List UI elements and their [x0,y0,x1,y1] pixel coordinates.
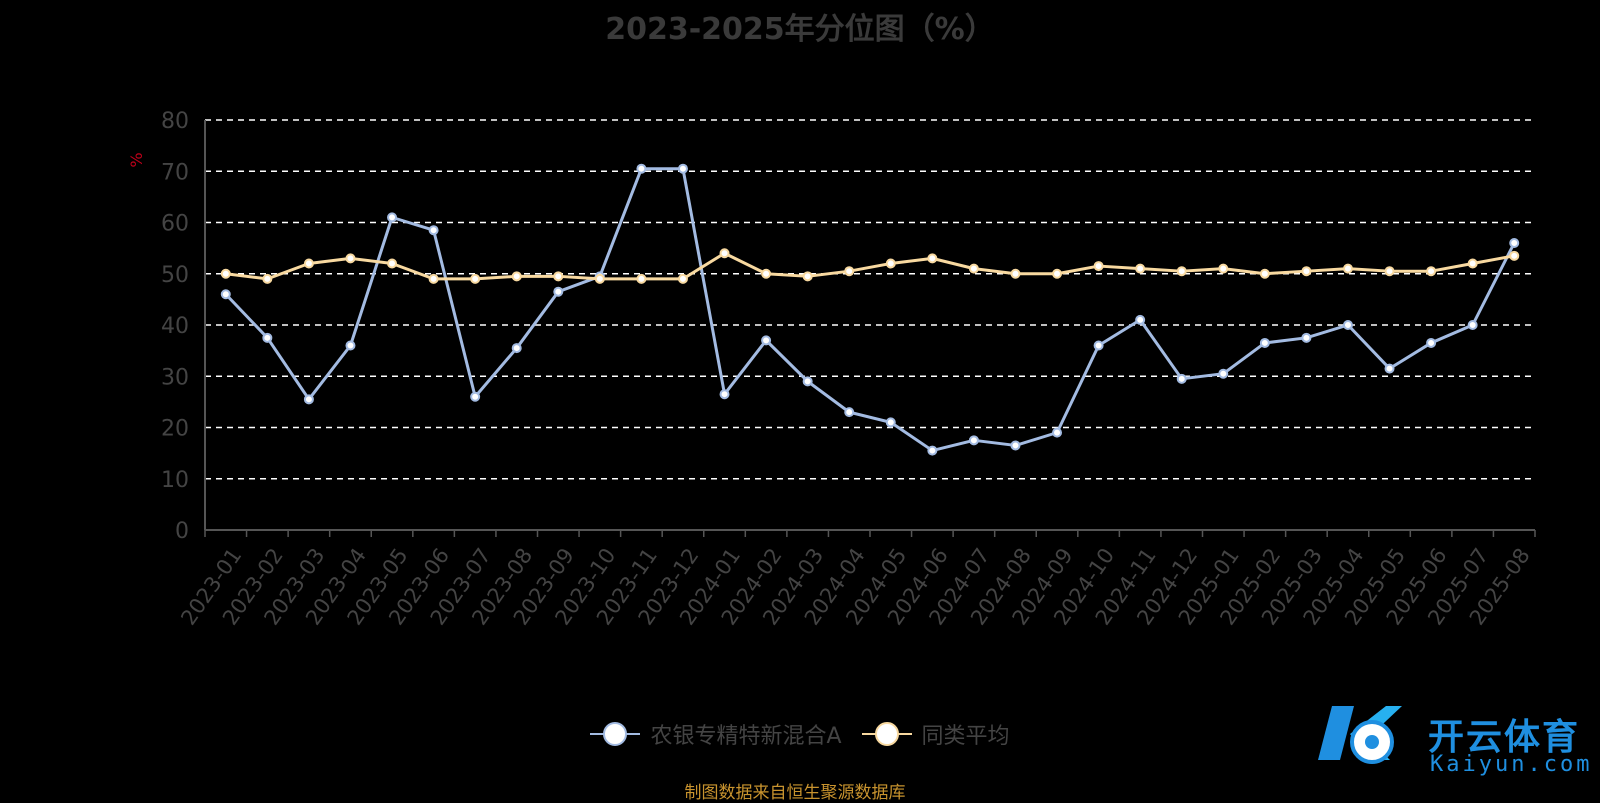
series-1-point[interactable] [220,268,231,279]
y-axis-label: % [127,152,146,167]
y-tick-label: 30 [161,365,189,390]
series-1-point[interactable] [719,248,730,259]
series-1-point[interactable] [844,266,855,277]
series-0-point[interactable] [844,407,855,418]
y-tick-label: 60 [161,212,189,237]
series-0-point[interactable] [677,163,688,174]
series-0-point[interactable] [387,212,398,223]
series-0-point[interactable] [1093,340,1104,351]
series-1-point[interactable] [1093,261,1104,272]
series-0-point[interactable] [802,376,813,387]
series-1-point[interactable] [553,271,564,282]
series-line-1 [225,251,1515,281]
legend-item-average[interactable]: 同类平均 [861,718,1010,750]
series-1-point[interactable] [761,268,772,279]
series-0-point[interactable] [968,435,979,446]
series-0-point[interactable] [1467,320,1478,330]
series-1-point[interactable] [428,273,439,284]
axes [204,120,1536,537]
series-0-point[interactable] [303,394,314,405]
series-0-point[interactable] [1301,332,1312,343]
series-0-point[interactable] [220,289,231,300]
y-tick-label: 70 [161,160,189,185]
series-0-point[interactable] [428,225,439,236]
series-0-point[interactable] [470,391,481,402]
series-1-point[interactable] [1384,266,1395,277]
y-tick-label: 0 [175,519,189,544]
grid-lines [205,119,1535,480]
y-tick-label: 80 [161,109,189,134]
series-1-point[interactable] [885,258,896,269]
series-1-point[interactable] [636,273,647,284]
series-1-point[interactable] [1010,268,1021,279]
series-0-point[interactable] [1509,238,1520,248]
series-1-point[interactable] [1135,263,1146,274]
series-1-point[interactable] [677,273,688,284]
series-1-point[interactable] [1218,263,1229,274]
series-0-point[interactable] [1426,337,1437,348]
series-layer [220,163,1520,456]
legend: 农银专精特新混合A 同类平均 [0,718,1600,750]
series-1-point[interactable] [345,253,356,264]
series-1-point[interactable] [1426,266,1437,277]
series-1-point[interactable] [1301,266,1312,277]
series-0-point[interactable] [1135,314,1146,325]
y-tick-label: 10 [161,468,189,493]
series-0-point[interactable] [1176,373,1187,384]
logo-subtext: Kaiyun.com [1430,752,1593,777]
series-1-point[interactable] [1467,258,1478,269]
series-0-point[interactable] [885,417,896,428]
chart-title: 2023-2025年分位图（%） [605,12,995,47]
series-0-point[interactable] [927,445,938,456]
series-0-point[interactable] [1384,363,1395,374]
series-1-point[interactable] [968,263,979,274]
series-0-point[interactable] [1010,440,1021,451]
series-1-point[interactable] [1052,268,1063,279]
series-1-point[interactable] [387,258,398,269]
series-0-point[interactable] [719,389,730,400]
legend-marker-fund [590,722,641,746]
series-1-point[interactable] [927,253,938,264]
series-0-point[interactable] [1052,427,1063,438]
series-0-point[interactable] [1342,320,1353,330]
series-0-point[interactable] [1218,368,1229,379]
series-1-point[interactable] [303,258,314,269]
series-0-point[interactable] [1259,337,1270,348]
series-0-point[interactable] [761,335,772,346]
series-1-point[interactable] [1342,263,1353,274]
y-tick-label: 20 [161,417,189,442]
legend-item-fund[interactable]: 农银专精特新混合A [590,718,842,750]
legend-label-average: 同类平均 [921,724,1010,749]
series-0-point[interactable] [511,343,522,354]
series-0-point[interactable] [262,332,273,343]
logo-name: 开云体育 [1428,717,1581,758]
series-0-point[interactable] [636,163,647,174]
series-1-point[interactable] [594,273,605,284]
series-1-point[interactable] [1176,266,1187,277]
series-line-0 [224,167,1516,453]
source-note: 制图数据来自恒生聚源数据库 [684,783,906,803]
series-1-point[interactable] [1509,250,1520,261]
series-1-point[interactable] [802,271,813,282]
legend-label-fund: 农银专精特新混合A [650,724,842,749]
kaiyun-logo-icon [1318,706,1402,764]
series-1-point[interactable] [262,273,273,284]
series-1-point[interactable] [511,271,522,282]
tick-labels: 010203040506070802023-012023-022023-0320… [161,109,1535,629]
series-0-point[interactable] [345,340,356,351]
y-tick-label: 50 [161,263,189,288]
series-1-point[interactable] [470,273,481,284]
y-tick-label: 40 [161,314,189,339]
series-1-point[interactable] [1259,268,1270,279]
series-0-point[interactable] [553,286,564,297]
legend-marker-average [861,722,912,746]
